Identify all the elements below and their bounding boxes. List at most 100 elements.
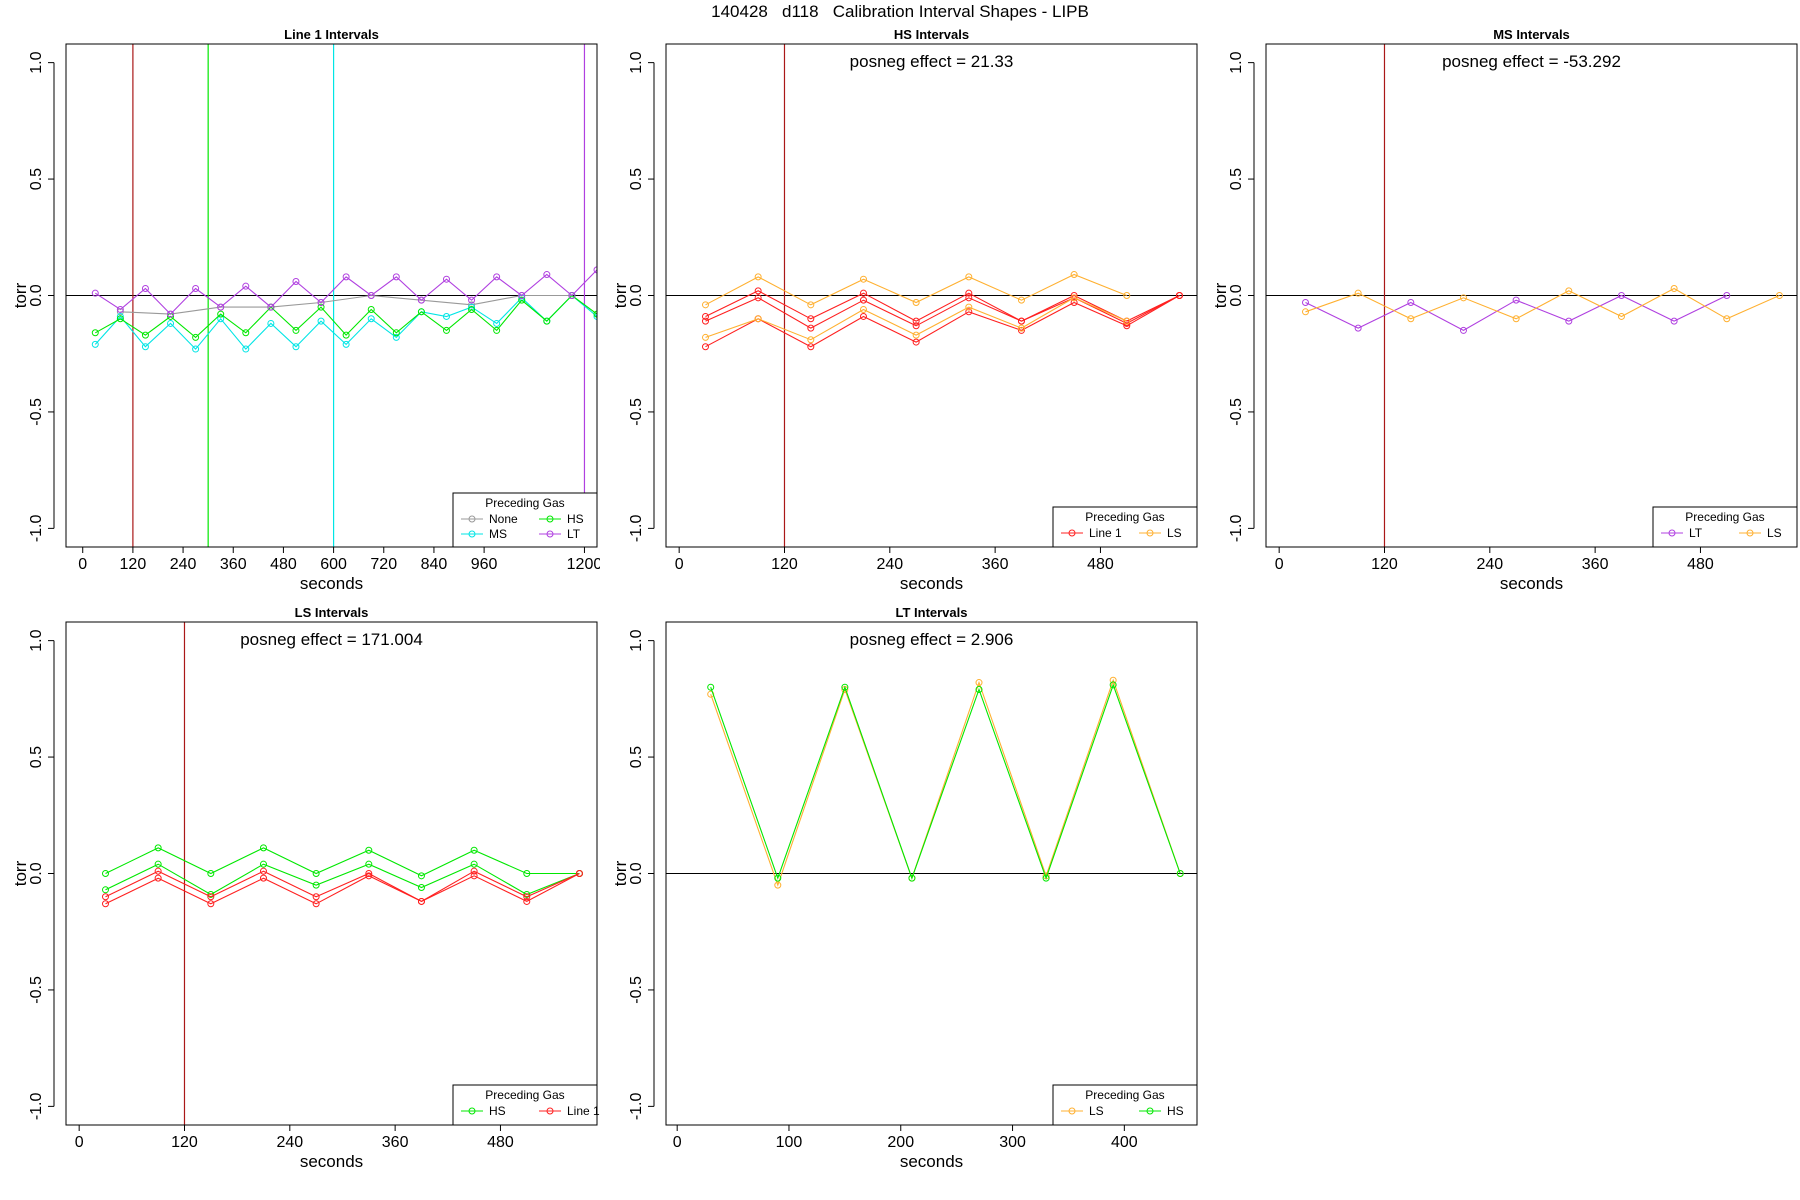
data-point (707, 683, 715, 691)
data-point (1565, 287, 1573, 295)
series-line (120, 294, 572, 315)
x-tick-label: 480 (1687, 556, 1714, 573)
x-tick-label: 120 (120, 556, 147, 573)
data-point (367, 292, 375, 299)
data-point (116, 308, 124, 316)
series-line (95, 269, 597, 315)
posneg-annotation: posneg effect = 2.906 (850, 630, 1014, 649)
chart-title: Line 1 Intervals (284, 27, 379, 42)
legend-swatch-point (546, 1107, 554, 1115)
legend-swatch-point (546, 515, 554, 523)
y-tick-label: 0.0 (628, 862, 645, 884)
legend-swatch-point (1068, 529, 1076, 537)
data-point (523, 890, 531, 898)
legend-swatch-point (468, 1107, 476, 1115)
legend-box (1052, 506, 1198, 548)
series-line (705, 290, 1180, 322)
data-point (267, 319, 275, 327)
data-point (965, 308, 973, 316)
y-axis: -1.0 -0.5 0.0 0.5 1.0 (28, 629, 55, 1120)
legend-box (1052, 1084, 1198, 1126)
y-tick-label: 0.0 (28, 862, 45, 884)
data-point (470, 860, 478, 868)
data-point (701, 301, 709, 309)
y-axis: -1.0 -0.5 0.0 0.5 1.0 (28, 51, 55, 542)
data-point (468, 296, 476, 304)
x-tick-label: 0 (75, 1134, 84, 1151)
data-point (518, 292, 526, 299)
data-point (518, 296, 526, 304)
data-point (1042, 874, 1050, 882)
data-point (774, 881, 782, 889)
data-point (367, 315, 375, 323)
data-point (807, 301, 815, 309)
data-point (217, 315, 225, 323)
data-point (493, 273, 501, 281)
data-point (1070, 292, 1078, 299)
x-tick-label: 360 (382, 1134, 409, 1151)
x-tick-label: 0 (675, 556, 684, 573)
data-point (365, 872, 373, 880)
data-point (1617, 292, 1625, 299)
data-point (312, 900, 320, 908)
y-tick-label: -1.0 (628, 1092, 645, 1120)
x-tick-label: 240 (276, 1134, 303, 1151)
data-point (701, 333, 709, 341)
legend-entry: LS (1139, 526, 1182, 540)
y-tick-label: -1.0 (628, 514, 645, 542)
data-point (701, 312, 709, 320)
legend-entry: LT (539, 527, 581, 541)
x-tick-label: 360 (982, 556, 1009, 573)
legend-title: Preceding Gas (485, 1088, 564, 1102)
legend-entry: LS (1739, 526, 1782, 540)
data-point (1512, 315, 1520, 323)
data-point (242, 329, 250, 337)
data-point (101, 886, 109, 894)
data-point (965, 294, 973, 302)
x-tick-label: 480 (1087, 556, 1114, 573)
x-tick-label: 960 (471, 556, 498, 573)
data-point (568, 292, 576, 299)
legend: Preceding Gas None HS MS LT (452, 492, 598, 548)
series-lt (1301, 292, 1731, 334)
data-point (367, 305, 375, 313)
x-tick-label: 120 (171, 1134, 198, 1151)
plot-area (1266, 44, 1797, 547)
data-point (859, 305, 867, 313)
panel-ls-intervals: LS Intervals 0 120 240 360 480 seconds -1.0 -0.5… (0, 600, 600, 1183)
data-point (242, 282, 250, 290)
chart-svg: HS Intervals 0 120 240 360 480 seconds -1.0 -0.5… (611, 27, 1198, 593)
data-point (417, 897, 425, 905)
data-point (392, 329, 400, 337)
x-tick-label: 600 (320, 556, 347, 573)
y-axis: -1.0 -0.5 0.0 0.5 1.0 (628, 629, 655, 1120)
data-point (912, 298, 920, 306)
x-tick-label: 300 (999, 1134, 1026, 1151)
data-point (91, 340, 99, 348)
data-point (1017, 324, 1025, 332)
y-tick-label: -0.5 (628, 398, 645, 426)
data-point (1017, 296, 1025, 304)
x-tick-label: 480 (270, 556, 297, 573)
series-ls (701, 294, 1131, 344)
chart-title: LS Intervals (295, 605, 369, 620)
data-point (91, 329, 99, 337)
posneg-annotation: posneg effect = 21.33 (850, 52, 1014, 71)
data-point (468, 305, 476, 313)
chart-svg: MS Intervals 0 120 240 360 480 seconds -1.0 -0.5… (1211, 27, 1798, 593)
data-point (965, 289, 973, 297)
series-lt (91, 266, 597, 318)
panel-ms-intervals: MS Intervals 0 120 240 360 480 seconds -1.0 -0.5… (1200, 22, 1800, 605)
data-point (312, 893, 320, 901)
legend: Preceding Gas LT LS (1652, 506, 1798, 548)
x-tick-label: 240 (1476, 556, 1503, 573)
data-point (965, 273, 973, 281)
data-point (1670, 285, 1678, 293)
x-tick-label: 0 (1275, 556, 1284, 573)
legend-entry: HS (461, 1104, 506, 1118)
data-point (267, 303, 275, 311)
x-tick-label: 240 (170, 556, 197, 573)
x-tick-label: 400 (1111, 1134, 1138, 1151)
data-point (493, 319, 501, 327)
data-point (192, 345, 200, 353)
